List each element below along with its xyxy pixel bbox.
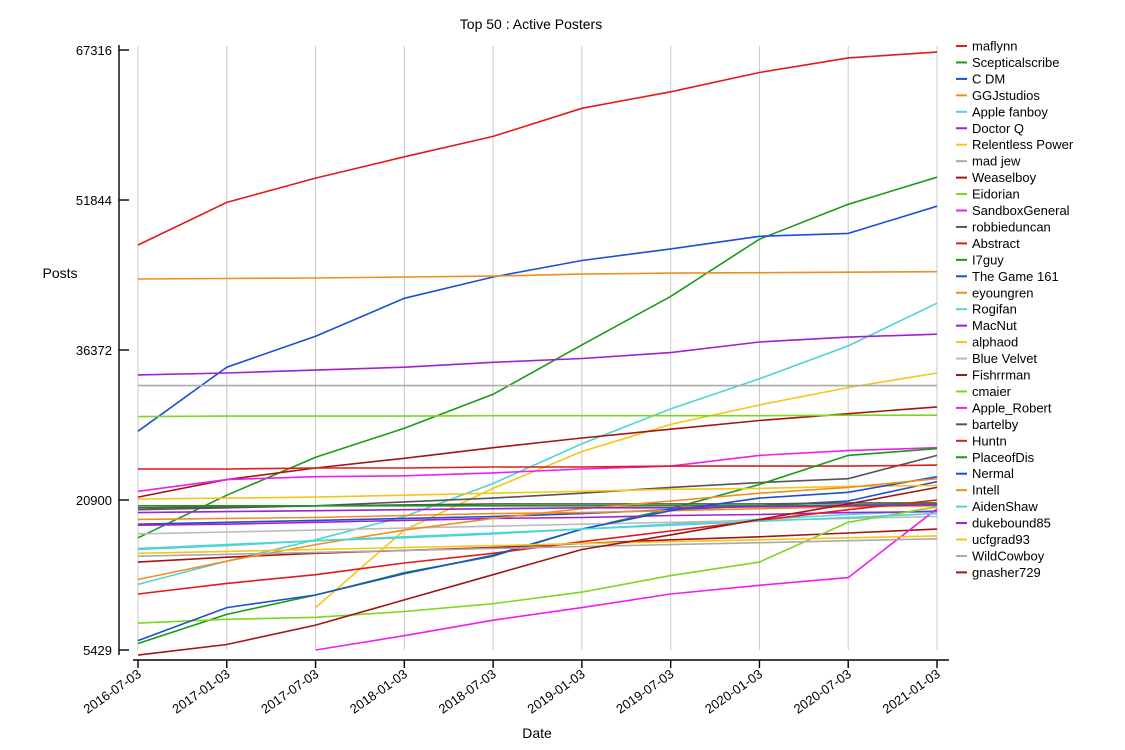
series-line-MacNut — [137, 510, 938, 526]
x-tick-label: 2020-07-03 — [791, 666, 854, 716]
series-line-Weaselboy — [137, 406, 938, 498]
y-tick-label: 5429 — [83, 643, 112, 658]
x-tick-label: 2019-07-03 — [613, 666, 676, 716]
legend-label-The Game 161: The Game 161 — [972, 269, 1059, 284]
x-axis-label: Date — [522, 725, 552, 741]
series-line-Nermal — [137, 475, 938, 642]
legend-label-Doctor Q: Doctor Q — [972, 121, 1024, 136]
x-tick-label: 2016-07-03 — [81, 666, 144, 716]
legend-label-maflynn: maflynn — [972, 39, 1018, 54]
series-line-C DM — [137, 205, 938, 432]
y-tick-label: 36372 — [76, 343, 112, 358]
legend-label-gnasher729: gnasher729 — [972, 565, 1041, 580]
series-line-PlaceofDis — [138, 503, 938, 507]
legend-label-Apple_Robert: Apple_Robert — [972, 400, 1052, 415]
legend-label-Intell: Intell — [972, 483, 1000, 498]
legend-label-cmaier: cmaier — [972, 384, 1012, 399]
legend-label-Scepticalscribe: Scepticalscribe — [972, 55, 1059, 70]
series-line-SandboxGeneral — [137, 446, 938, 493]
series-line-Doctor Q — [137, 333, 938, 376]
legend-label-I7guy: I7guy — [972, 252, 1004, 267]
x-tick-label: 2018-01-03 — [347, 666, 410, 716]
y-tick-label: 20900 — [76, 493, 112, 508]
legend-label-Eidorian: Eidorian — [972, 187, 1020, 202]
x-tick-label: 2017-07-03 — [258, 666, 321, 716]
series-line-Apple_Robert — [315, 508, 938, 651]
legend-label-bartelby: bartelby — [972, 417, 1019, 432]
series-line-Relentless Power — [315, 372, 938, 609]
series-line-dukebound85 — [137, 504, 938, 514]
series-line-Eidorian — [137, 414, 937, 418]
legend-label-MacNut: MacNut — [972, 318, 1017, 333]
legend-label-eyoungren: eyoungren — [972, 285, 1033, 300]
y-tick-label: 67316 — [76, 43, 112, 58]
legend-label-AidenShaw: AidenShaw — [972, 499, 1038, 514]
legend-label-WildCowboy: WildCowboy — [972, 548, 1045, 563]
series-line-WildCowboy — [137, 538, 938, 557]
x-tick-label: 2021-01-03 — [880, 666, 943, 716]
legend-label-Apple fanboy: Apple fanboy — [972, 104, 1048, 119]
series-lines — [137, 51, 938, 656]
series-line-ucfgrad93 — [137, 535, 938, 555]
legend-label-alphaod: alphaod — [972, 335, 1018, 350]
y-tick-label: 51844 — [76, 193, 112, 208]
x-tick-label: 2017-01-03 — [169, 666, 232, 716]
series-line-maflynn — [137, 51, 938, 246]
series-line-GGJstudios — [137, 270, 938, 280]
legend-label-PlaceofDis: PlaceofDis — [972, 450, 1035, 465]
legend-label-Relentless Power: Relentless Power — [972, 137, 1074, 152]
series-line-Abstract — [138, 464, 938, 470]
legend-label-dukebound85: dukebound85 — [972, 516, 1051, 531]
series-line-alphaod — [137, 484, 938, 500]
x-tick-label: 2018-07-03 — [436, 666, 499, 716]
legend-label-Blue Velvet: Blue Velvet — [972, 351, 1037, 366]
legend-label-Fishrrman: Fishrrman — [972, 368, 1031, 383]
series-line-gnasher729 — [137, 486, 938, 656]
legend-label-mad jew: mad jew — [972, 154, 1021, 169]
legend-label-SandboxGeneral: SandboxGeneral — [972, 203, 1070, 218]
grid-lines — [137, 46, 938, 650]
series-line-AidenShaw — [137, 512, 938, 550]
legend-label-Rogifan: Rogifan — [972, 302, 1017, 317]
series-line-Scepticalscribe — [137, 176, 938, 539]
legend-label-ucfgrad93: ucfgrad93 — [972, 532, 1030, 547]
series-line-Fishrrman — [137, 528, 938, 563]
legend-label-Weaselboy: Weaselboy — [972, 170, 1037, 185]
x-tick-label: 2020-01-03 — [702, 666, 765, 716]
legend-label-robbieduncan: robbieduncan — [972, 219, 1051, 234]
legend-label-Nermal: Nermal — [972, 466, 1014, 481]
y-axis-label: Posts — [42, 265, 77, 281]
legend-label-GGJstudios: GGJstudios — [972, 88, 1040, 103]
legend-label-Huntn: Huntn — [972, 433, 1007, 448]
legend-label-Abstract: Abstract — [972, 236, 1020, 251]
x-tick-label: 2019-01-03 — [525, 666, 588, 716]
chart-title: Top 50 : Active Posters — [460, 16, 602, 32]
legend-label-C DM: C DM — [972, 71, 1005, 86]
